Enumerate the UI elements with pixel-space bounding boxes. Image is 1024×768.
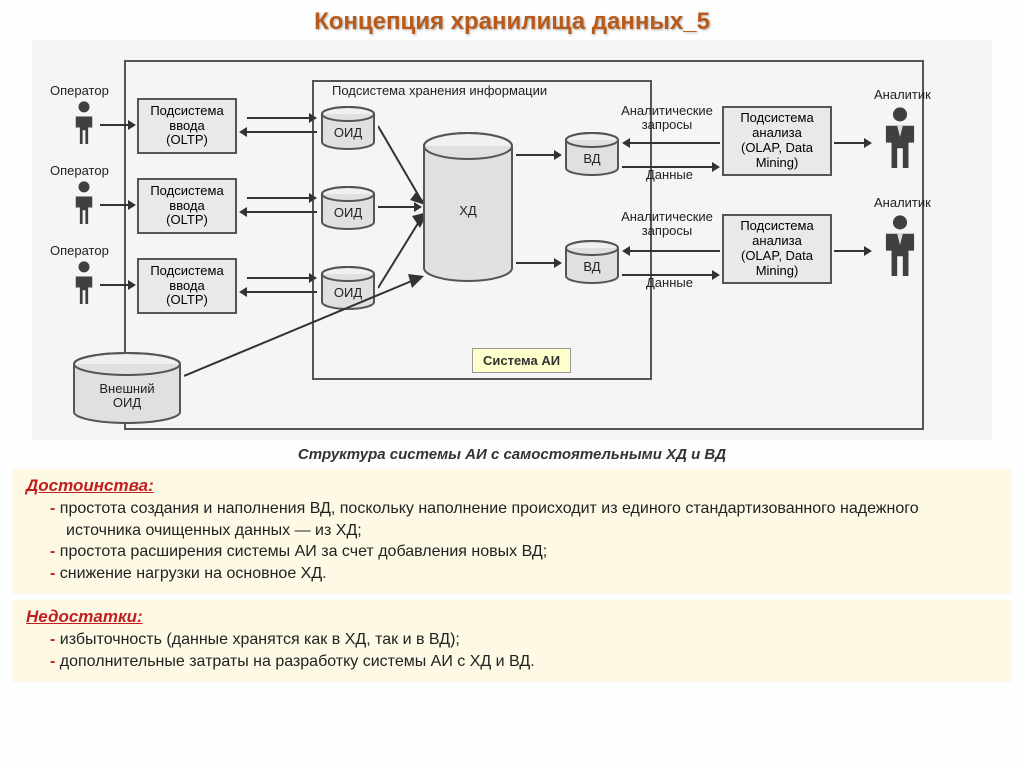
arrow: [100, 198, 136, 212]
oid-cylinder-1: ОИД: [320, 106, 376, 150]
oltp-box-1: Подсистема ввода (OLTP): [137, 98, 237, 154]
arrow: [100, 118, 136, 132]
ext-oid-label: Внешний ОИД: [72, 382, 182, 409]
cons-heading: Недостатки:: [26, 606, 998, 629]
diagram: Подсистема хранения информации Оператор …: [32, 40, 992, 440]
vd-cylinder-2: ВД: [564, 240, 620, 284]
pros-block: Достоинства: - простота создания и напол…: [12, 469, 1012, 594]
oltp-label: Подсистема ввода (OLTP): [150, 184, 223, 229]
vd-cylinder-1: ВД: [564, 132, 620, 176]
olap-label: Подсистема анализа (OLAP, Data Mining): [740, 111, 813, 171]
arrow: [834, 244, 872, 258]
double-arrow: [239, 190, 317, 220]
external-oid-cylinder: Внешний ОИД: [72, 352, 182, 424]
cons-item: - избыточность (данные хранятся как в ХД…: [26, 629, 998, 651]
olap-box-1: Подсистема анализа (OLAP, Data Mining): [722, 106, 832, 176]
operator-label-1: Оператор: [50, 84, 109, 98]
olap-box-2: Подсистема анализа (OLAP, Data Mining): [722, 214, 832, 284]
operator-icon: [70, 100, 98, 144]
pros-item: - простота создания и наполнения ВД, пос…: [26, 498, 998, 541]
pros-item: - простота расширения системы АИ за счет…: [26, 541, 998, 563]
arrow: [516, 148, 562, 162]
operator-icon: [70, 260, 98, 304]
oltp-box-2: Подсистема ввода (OLTP): [137, 178, 237, 234]
diagram-caption: Структура системы АИ с самостоятельными …: [0, 446, 1024, 463]
storage-subsystem-label: Подсистема хранения информации: [332, 84, 547, 98]
analyst-label-1: Аналитик: [874, 88, 931, 102]
arrow: [100, 278, 136, 292]
cons-item: - дополнительные затраты на разработку с…: [26, 651, 998, 673]
double-arrow: [239, 110, 317, 140]
vd-label: ВД: [564, 152, 620, 166]
arrow: [622, 244, 720, 258]
olap-label: Подсистема анализа (OLAP, Data Mining): [740, 219, 813, 279]
arrow: [834, 136, 872, 150]
hd-label: ХД: [422, 204, 514, 218]
arrow: [378, 120, 428, 210]
pros-item: - снижение нагрузки на основное ХД.: [26, 563, 998, 585]
arrow: [622, 136, 720, 150]
arrow: [622, 160, 720, 174]
analyst-icon: [880, 214, 920, 276]
oltp-label: Подсистема ввода (OLTP): [150, 104, 223, 149]
arrow: [516, 256, 562, 270]
vd-label: ВД: [564, 260, 620, 274]
cons-block: Недостатки: - избыточность (данные храня…: [12, 600, 1012, 682]
hd-cylinder: ХД: [422, 132, 514, 282]
operator-icon: [70, 180, 98, 224]
arrow: [184, 272, 424, 382]
slide-title: Концепция хранилища данных_5: [0, 0, 1024, 40]
analytic-queries-label-2: Аналитические запросы: [612, 210, 722, 239]
pros-cons-section: Достоинства: - простота создания и напол…: [12, 469, 1012, 682]
operator-label-2: Оператор: [50, 164, 109, 178]
analyst-label-2: Аналитик: [874, 196, 931, 210]
analyst-icon: [880, 106, 920, 168]
oid-label: ОИД: [320, 126, 376, 140]
analytic-queries-label-1: Аналитические запросы: [612, 104, 722, 133]
arrow: [622, 268, 720, 282]
oid-cylinder-2: ОИД: [320, 186, 376, 230]
system-ai-label: Система АИ: [472, 348, 571, 373]
oid-label: ОИД: [320, 206, 376, 220]
pros-heading: Достоинства:: [26, 475, 998, 498]
operator-label-3: Оператор: [50, 244, 109, 258]
